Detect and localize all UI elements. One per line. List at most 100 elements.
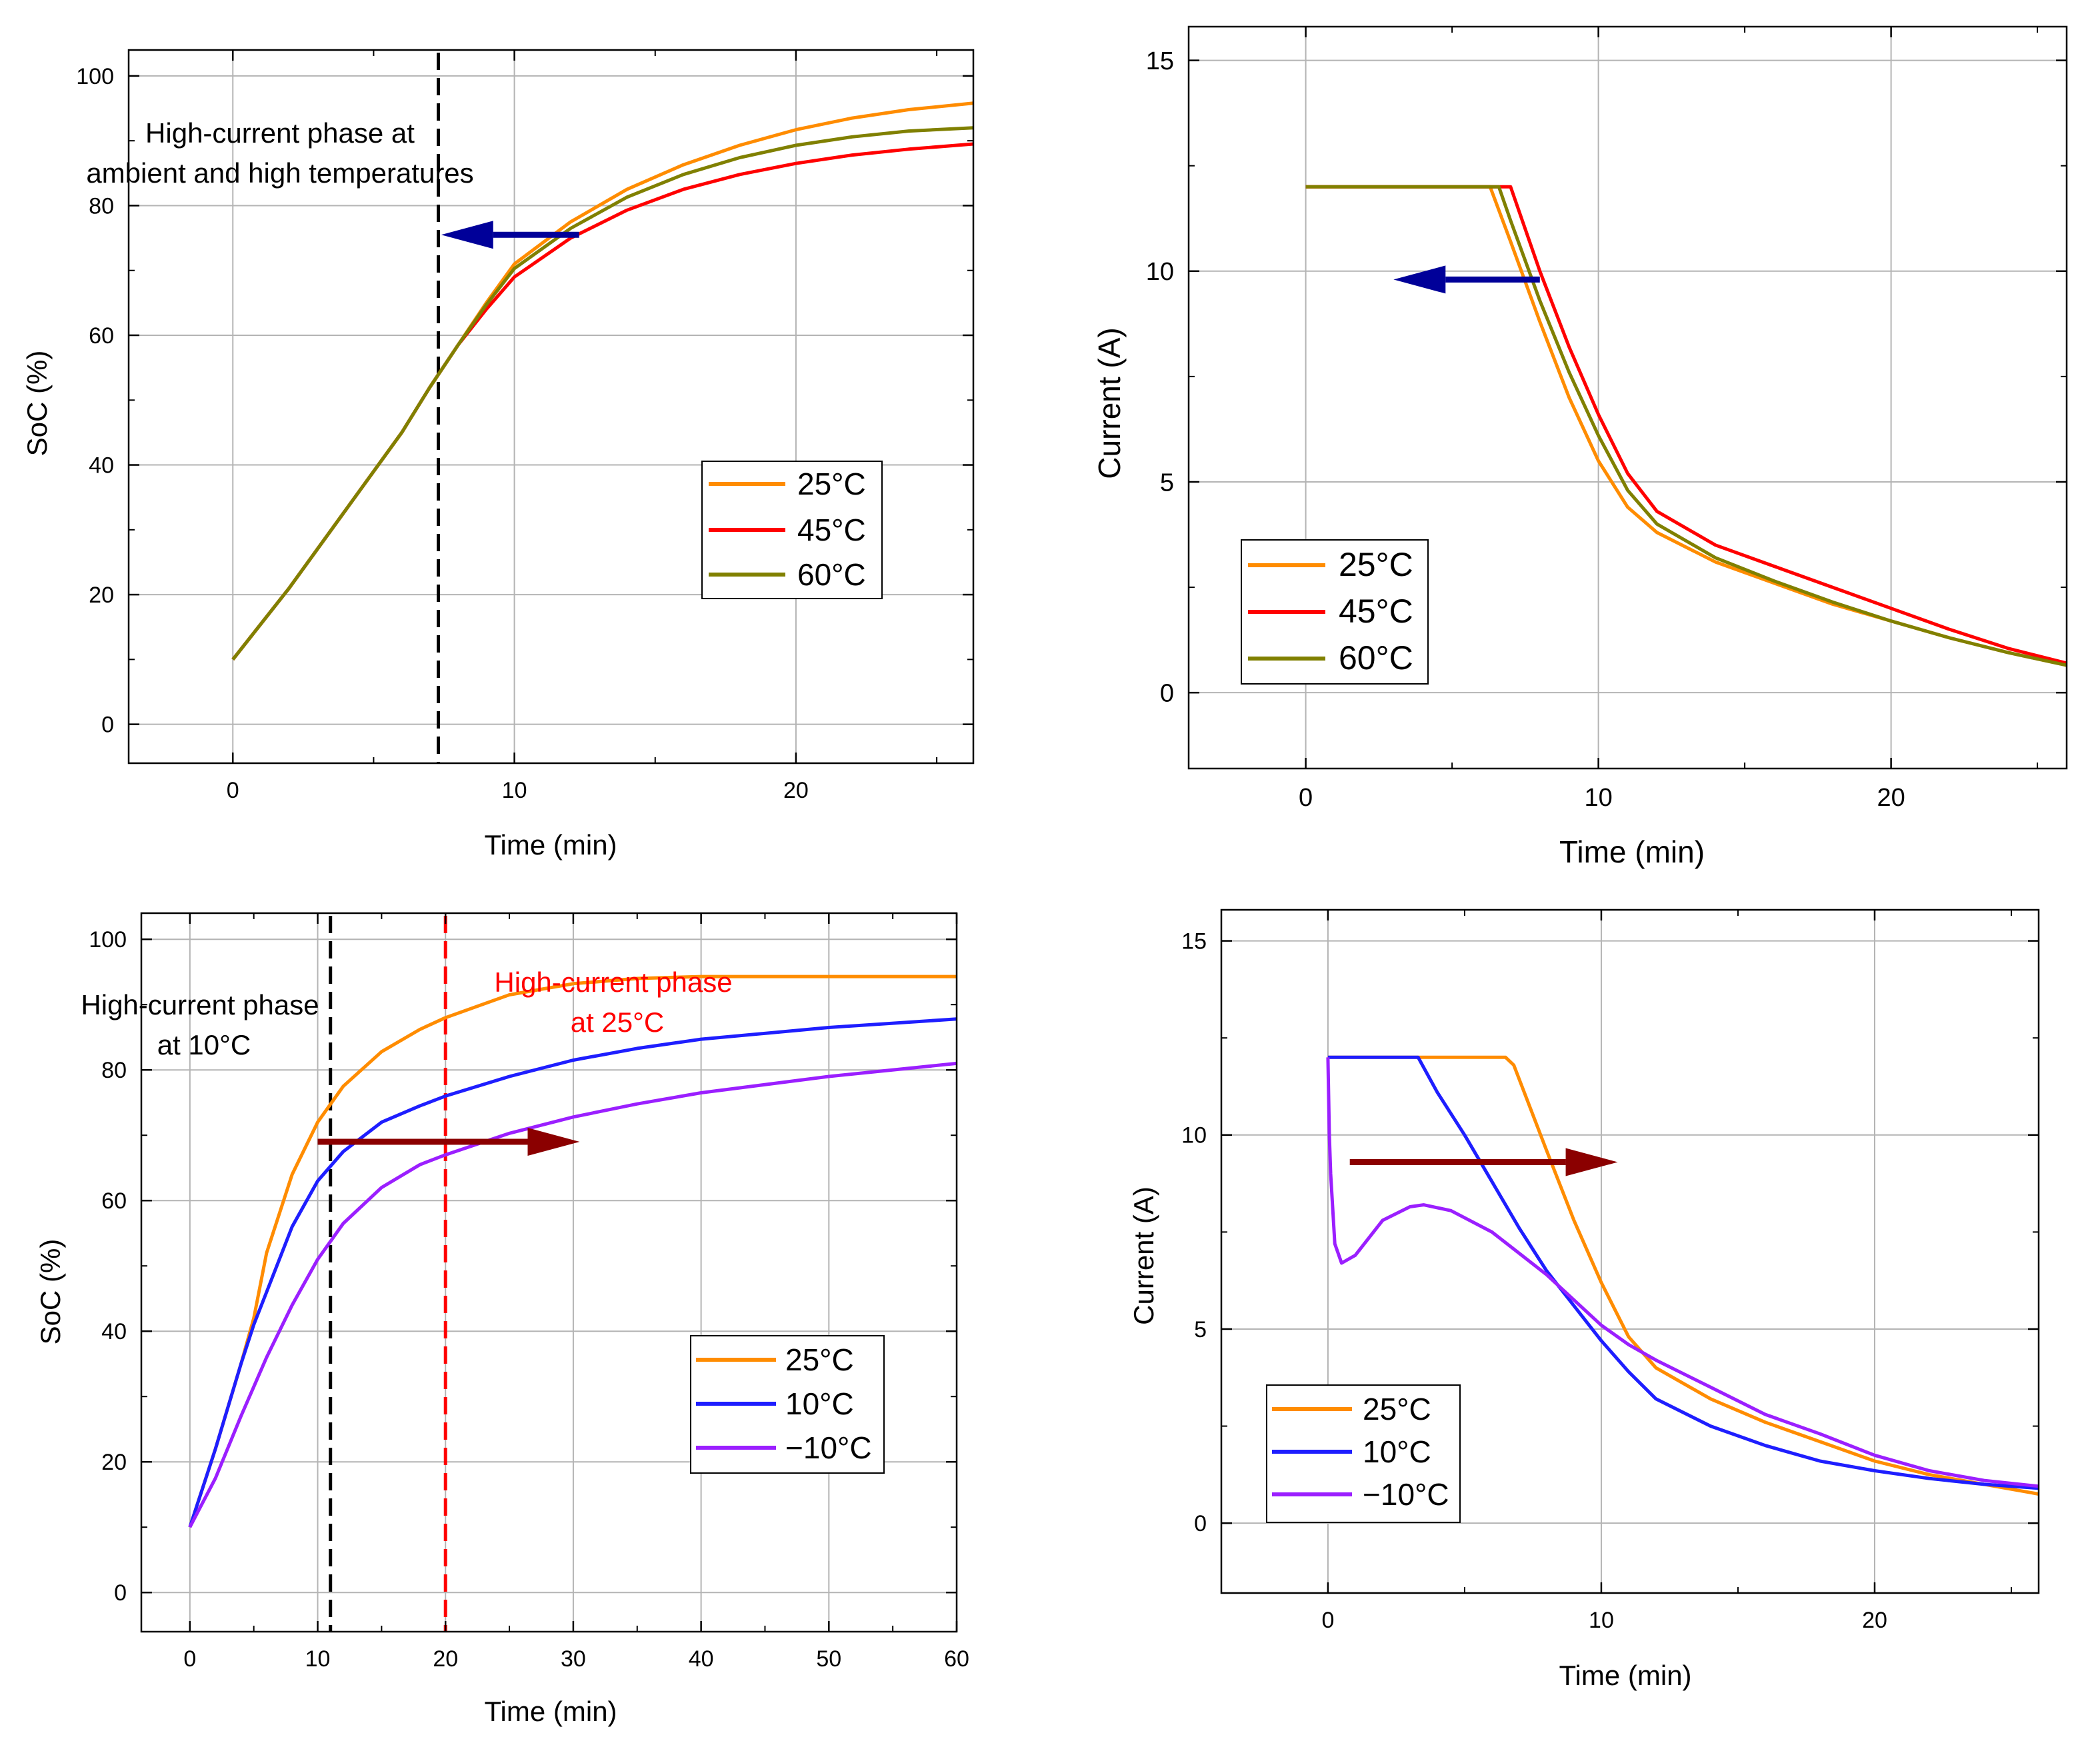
x-tick-label: 40 xyxy=(689,1646,714,1672)
x-tick-label: 10 xyxy=(502,778,527,803)
annotation-10c-line-2: at 10°C xyxy=(157,1029,251,1060)
y-axis-label: Current (A) xyxy=(1128,1186,1159,1325)
x-tick-label: 0 xyxy=(183,1646,196,1672)
legend-label-25c: 25°C xyxy=(785,1342,854,1377)
chart-top-right: 0 10 20 0 5 10 15 Time (min) Current (A) 25°C … xyxy=(1092,25,2068,869)
y-tick-label: 40 xyxy=(101,1319,127,1344)
y-tick-label: 80 xyxy=(101,1058,127,1083)
x-tick-label: 0 xyxy=(227,778,239,803)
legend-label-25c: 25°C xyxy=(1339,546,1413,583)
plot-frame xyxy=(1220,908,2040,1594)
series-group xyxy=(1326,1055,2039,1496)
arrow-group xyxy=(1393,265,1540,294)
series-line-1 xyxy=(1305,185,2067,665)
y-tick-label: 10 xyxy=(1146,258,1174,286)
legend: 25°C 45°C 60°C xyxy=(701,461,883,599)
y-tick-label: 15 xyxy=(1181,928,1207,954)
series-line-2 xyxy=(1305,185,2067,667)
series-line-2 xyxy=(1326,1057,2039,1488)
legend: 25°C 10°C −10°C xyxy=(690,1335,885,1474)
y-tick-label: 60 xyxy=(89,323,114,349)
y-tick-label: 0 xyxy=(114,1580,127,1606)
legend-label-25c: 25°C xyxy=(797,467,866,501)
gridlines xyxy=(1221,910,2039,1593)
series-group xyxy=(231,101,974,661)
tick-group: 0 10 20 0 5 10 15 xyxy=(1146,27,2067,812)
y-tick-label: 0 xyxy=(101,713,114,738)
legend: 25°C 10°C −10°C xyxy=(1266,1384,1461,1523)
y-tick-label: 0 xyxy=(1160,679,1174,707)
legend-label-25c: 25°C xyxy=(1363,1392,1431,1426)
annotation-10c-line-1: High-current phase xyxy=(81,989,319,1020)
x-tick-label: 10 xyxy=(305,1646,331,1672)
x-axis-label: Time (min) xyxy=(1559,835,1705,869)
y-axis-label: SoC (%) xyxy=(21,351,53,457)
series-line-2 xyxy=(231,126,974,661)
x-tick-label: 0 xyxy=(1299,784,1313,812)
legend-label-45c: 45°C xyxy=(797,513,866,547)
arrow-head xyxy=(1393,265,1446,294)
plot-frame xyxy=(127,49,975,765)
tick-group: 0 10 20 0 5 10 15 xyxy=(1181,910,2039,1633)
legend-label-minus10c: −10°C xyxy=(785,1430,872,1465)
y-tick-label: 20 xyxy=(101,1450,127,1475)
legend-label-45c: 45°C xyxy=(1339,593,1413,630)
arrow-head xyxy=(1565,1148,1618,1176)
arrow-group xyxy=(441,221,579,249)
legend-label-minus10c: −10°C xyxy=(1363,1477,1449,1512)
series-line-1 xyxy=(188,1017,957,1528)
series-group xyxy=(188,974,957,1528)
y-axis-label: SoC (%) xyxy=(35,1239,66,1345)
x-tick-label: 20 xyxy=(433,1646,458,1672)
y-tick-label: 5 xyxy=(1160,469,1174,497)
arrow-head xyxy=(441,221,493,249)
arrow-group xyxy=(317,1128,580,1156)
x-tick-label: 60 xyxy=(944,1646,969,1672)
annotation-line-2: ambient and high temperatures xyxy=(86,157,473,189)
chart-bottom-left: 0 10 20 30 40 50 60 0 20 40 60 80 100 Time (min) SoC… xyxy=(35,912,969,1727)
y-tick-label: 100 xyxy=(89,927,127,952)
y-tick-label: 15 xyxy=(1146,47,1174,75)
legend-label-60c: 60°C xyxy=(1339,639,1413,677)
legend-label-10c: 10°C xyxy=(1363,1434,1431,1469)
x-tick-label: 30 xyxy=(561,1646,586,1672)
x-axis-label: Time (min) xyxy=(484,829,617,861)
y-tick-label: 100 xyxy=(76,64,114,89)
series-line-1 xyxy=(1327,1055,2039,1490)
series-line-0 xyxy=(1327,1055,2039,1496)
phase-lines xyxy=(329,916,447,1632)
y-tick-label: 60 xyxy=(101,1188,127,1214)
y-tick-label: 80 xyxy=(89,193,114,219)
y-tick-label: 5 xyxy=(1194,1317,1207,1342)
annotation-line-1: High-current phase at xyxy=(145,117,415,149)
legend: 25°C 45°C 60°C xyxy=(1241,539,1429,685)
y-tick-label: 0 xyxy=(1194,1511,1207,1536)
y-tick-label: 40 xyxy=(89,453,114,478)
plot-frame xyxy=(140,912,958,1633)
legend-label-60c: 60°C xyxy=(797,557,866,592)
x-tick-label: 20 xyxy=(1877,784,1905,812)
arrow-group xyxy=(1349,1148,1618,1176)
x-tick-label: 0 xyxy=(1321,1608,1334,1633)
x-tick-label: 20 xyxy=(1862,1608,1887,1633)
legend-label-10c: 10°C xyxy=(785,1386,854,1421)
x-axis-label: Time (min) xyxy=(484,1696,617,1727)
x-tick-label: 20 xyxy=(783,778,809,803)
tick-group: 0 10 20 0 20 40 60 80 100 xyxy=(76,50,973,803)
x-tick-label: 50 xyxy=(816,1646,841,1672)
series-line-2 xyxy=(188,1061,957,1528)
y-tick-label: 20 xyxy=(89,583,114,608)
series-group xyxy=(1305,185,2067,667)
annotation-25c-line-1: High-current phase xyxy=(494,966,732,998)
chart-bottom-right: 0 10 20 0 5 10 15 Time (min) Current (A) 25°C … xyxy=(1128,908,2040,1691)
gridlines xyxy=(129,50,973,763)
x-tick-label: 10 xyxy=(1589,1608,1614,1633)
tick-group: 0 10 20 30 40 50 60 0 20 40 60 80 100 xyxy=(89,913,969,1672)
annotation-25c-line-2: at 25°C xyxy=(571,1006,665,1038)
chart-top-left: 0 10 20 0 20 40 60 80 100 Time (min) SoC (%) Hig… xyxy=(21,49,975,861)
x-tick-label: 10 xyxy=(1584,784,1612,812)
plot-frame xyxy=(1187,25,2068,770)
arrow-head xyxy=(527,1128,580,1156)
y-axis-label: Current (A) xyxy=(1092,327,1127,479)
